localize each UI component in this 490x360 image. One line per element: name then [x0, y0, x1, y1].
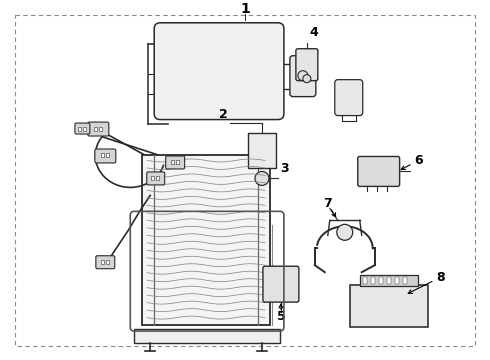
Bar [95, 127, 98, 131]
Text: 8: 8 [437, 271, 445, 284]
Bar [78, 127, 81, 131]
Text: 4: 4 [310, 26, 318, 39]
Circle shape [303, 75, 311, 83]
Bar [371, 277, 375, 284]
Text: 3: 3 [280, 162, 289, 175]
Bar [379, 277, 383, 284]
FancyBboxPatch shape [147, 172, 165, 185]
Bar [106, 153, 109, 157]
Bar [176, 161, 179, 165]
Bar [101, 260, 104, 264]
Bar [106, 260, 109, 264]
Bar [387, 277, 391, 284]
Bar [248, 132, 276, 168]
FancyBboxPatch shape [154, 23, 284, 120]
Bar [99, 127, 102, 131]
Text: 2: 2 [220, 108, 228, 121]
Bar [171, 161, 174, 165]
Bar [151, 176, 154, 180]
Bar [350, 285, 428, 327]
Text: 5: 5 [276, 310, 285, 323]
FancyBboxPatch shape [75, 123, 90, 134]
Bar [101, 153, 104, 157]
Circle shape [255, 171, 269, 185]
FancyBboxPatch shape [88, 122, 109, 136]
Bar [156, 176, 159, 180]
Circle shape [298, 71, 308, 81]
Bar [363, 277, 367, 284]
FancyBboxPatch shape [290, 56, 316, 96]
FancyBboxPatch shape [96, 256, 115, 269]
Text: 6: 6 [415, 154, 423, 167]
FancyBboxPatch shape [358, 157, 400, 186]
Bar [134, 329, 280, 343]
Bar [142, 156, 270, 325]
Bar [83, 127, 86, 131]
FancyBboxPatch shape [335, 80, 363, 116]
Bar [360, 275, 417, 286]
Bar [403, 277, 407, 284]
FancyBboxPatch shape [166, 156, 185, 169]
Text: 7: 7 [323, 197, 332, 210]
Circle shape [337, 224, 353, 240]
Bar [394, 277, 399, 284]
FancyBboxPatch shape [95, 149, 116, 163]
FancyBboxPatch shape [263, 266, 299, 302]
FancyBboxPatch shape [296, 49, 318, 81]
Text: 1: 1 [240, 2, 250, 16]
